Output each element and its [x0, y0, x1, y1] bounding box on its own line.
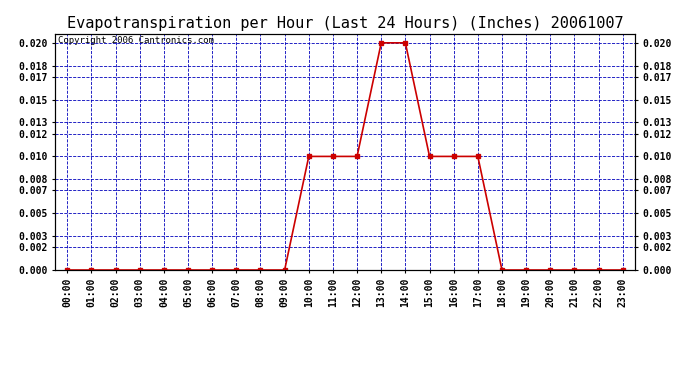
Text: Copyright 2006 Cantronics.com: Copyright 2006 Cantronics.com	[58, 36, 214, 45]
Title: Evapotranspiration per Hour (Last 24 Hours) (Inches) 20061007: Evapotranspiration per Hour (Last 24 Hou…	[67, 16, 623, 31]
